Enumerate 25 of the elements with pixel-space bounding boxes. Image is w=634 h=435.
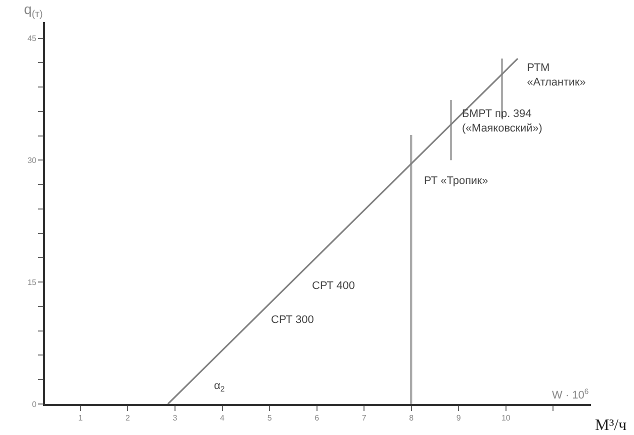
x-tick-label: 8 <box>409 414 414 423</box>
annotation: α$_{2}$ <box>214 380 225 394</box>
x-tick-label: 2 <box>126 414 131 423</box>
y-tick-label: 15 <box>27 278 37 287</box>
annotation: СРТ 300 <box>271 314 314 326</box>
y-tick-label: 0 <box>32 400 37 409</box>
annotation: СРТ 400 <box>312 280 355 292</box>
x-tick-label: 5 <box>267 414 272 423</box>
annotation: БМРТ пр. 394 («Маяковский») <box>462 108 542 134</box>
x-tick-label: 3 <box>172 414 178 423</box>
y-tick-label: 45 <box>27 34 37 44</box>
bar <box>410 134 412 404</box>
y-axis-title: q$_{(т)}$ <box>24 1 43 20</box>
x-tick-label: 7 <box>362 414 367 423</box>
x-axis-title: W · 10$^{6}$ <box>552 387 589 402</box>
x-tick-label: 9 <box>456 414 462 423</box>
x-tick-label: 6 <box>314 414 320 423</box>
y-tick-label: 30 <box>27 156 37 165</box>
x-tick-label: 4 <box>220 414 226 423</box>
text: М³/ч <box>595 417 627 434</box>
bar <box>450 100 452 160</box>
x-tick-label: 10 <box>501 414 511 423</box>
x-tick-label: 1 <box>78 414 84 423</box>
annotation: РТМ «Атлантик» <box>527 62 586 88</box>
annotation: РТ «Тропик» <box>424 175 488 187</box>
